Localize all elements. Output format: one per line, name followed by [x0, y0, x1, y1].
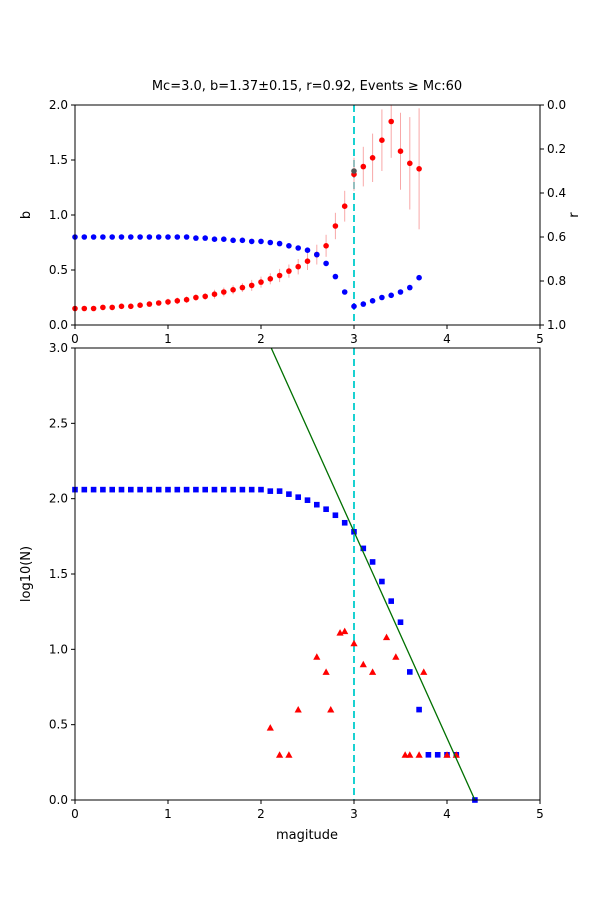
- x-tick-label: 2: [257, 807, 265, 821]
- bottom-x-axis-label: magitude: [276, 828, 338, 843]
- y-tick-label: 2.0: [49, 492, 68, 506]
- y-tick-label: 0.5: [49, 718, 68, 732]
- subplot-bottom: 0 1 2 3 4 5 0.0 0.5 1.0 1.5 2.0 2.5 3.0: [49, 341, 544, 821]
- r-tick-label: 0.4: [547, 186, 566, 200]
- figure-title: Mc=3.0, b=1.37±0.15, r=0.92, Events ≥ Mc…: [152, 79, 462, 94]
- x-tick-label: 1: [164, 807, 172, 821]
- y-tick-label: 3.0: [49, 341, 68, 355]
- bottom-y-axis-label: log10(N): [19, 546, 34, 602]
- x-tick-label: 3: [350, 807, 358, 821]
- y-tick-label: 1.5: [49, 567, 68, 581]
- axes-frame: [74, 104, 541, 326]
- r-tick-label: 0.6: [547, 230, 566, 244]
- x-tick-label: 2: [257, 332, 265, 346]
- top-left-axis-label: b: [19, 211, 34, 219]
- plots-layer: 0 1 2 3 4 50.00.51.01.52.0 0.00.20.40.60.81.00…: [49, 98, 566, 821]
- axes-frame: [74, 347, 541, 801]
- x-tick-label: 5: [536, 807, 544, 821]
- binned-counts-points: [266, 627, 460, 758]
- y-tick-label: 1.0: [49, 642, 68, 656]
- r-tick-label: 0.2: [547, 142, 566, 156]
- x-tick-label: 1: [164, 332, 172, 346]
- b-value-vs-cutoff-errorbars: [75, 105, 420, 311]
- x-tick-label: 4: [443, 807, 451, 821]
- r-vs-cutoff-points: [72, 234, 422, 310]
- y-tick-label: 0.0: [49, 793, 68, 807]
- x-tick-label: 0: [71, 332, 79, 346]
- y-tick-label: 2.0: [49, 98, 68, 112]
- x-tick-label: 4: [443, 332, 451, 346]
- top-right-axis-label: r: [567, 212, 582, 218]
- y-tick-label: 0.0: [49, 318, 68, 332]
- y-tick-label: 1.0: [49, 208, 68, 222]
- x-tick-label: 3: [350, 332, 358, 346]
- x-tick-label: 0: [71, 807, 79, 821]
- r-tick-label: 0.0: [547, 98, 566, 112]
- y-tick-label: 1.5: [49, 153, 68, 167]
- cumulative-counts-points: [72, 486, 478, 803]
- b-value-vs-cutoff-points: [72, 118, 422, 312]
- r-tick-label: 1.0: [547, 318, 566, 332]
- x-tick-label: 5: [536, 332, 544, 346]
- b-at-mc-marker-points: [351, 168, 357, 174]
- r-tick-label: 0.8: [547, 274, 566, 288]
- y-tick-label: 0.5: [49, 263, 68, 277]
- subplot-top: 0 1 2 3 4 5 0.0 0.5 1.0 1.5 2.0 0.0 0.2 0.4 0.6 0.8 1.0: [49, 98, 566, 346]
- y-tick-label: 2.5: [49, 416, 68, 430]
- gr-fit-line: [270, 348, 476, 800]
